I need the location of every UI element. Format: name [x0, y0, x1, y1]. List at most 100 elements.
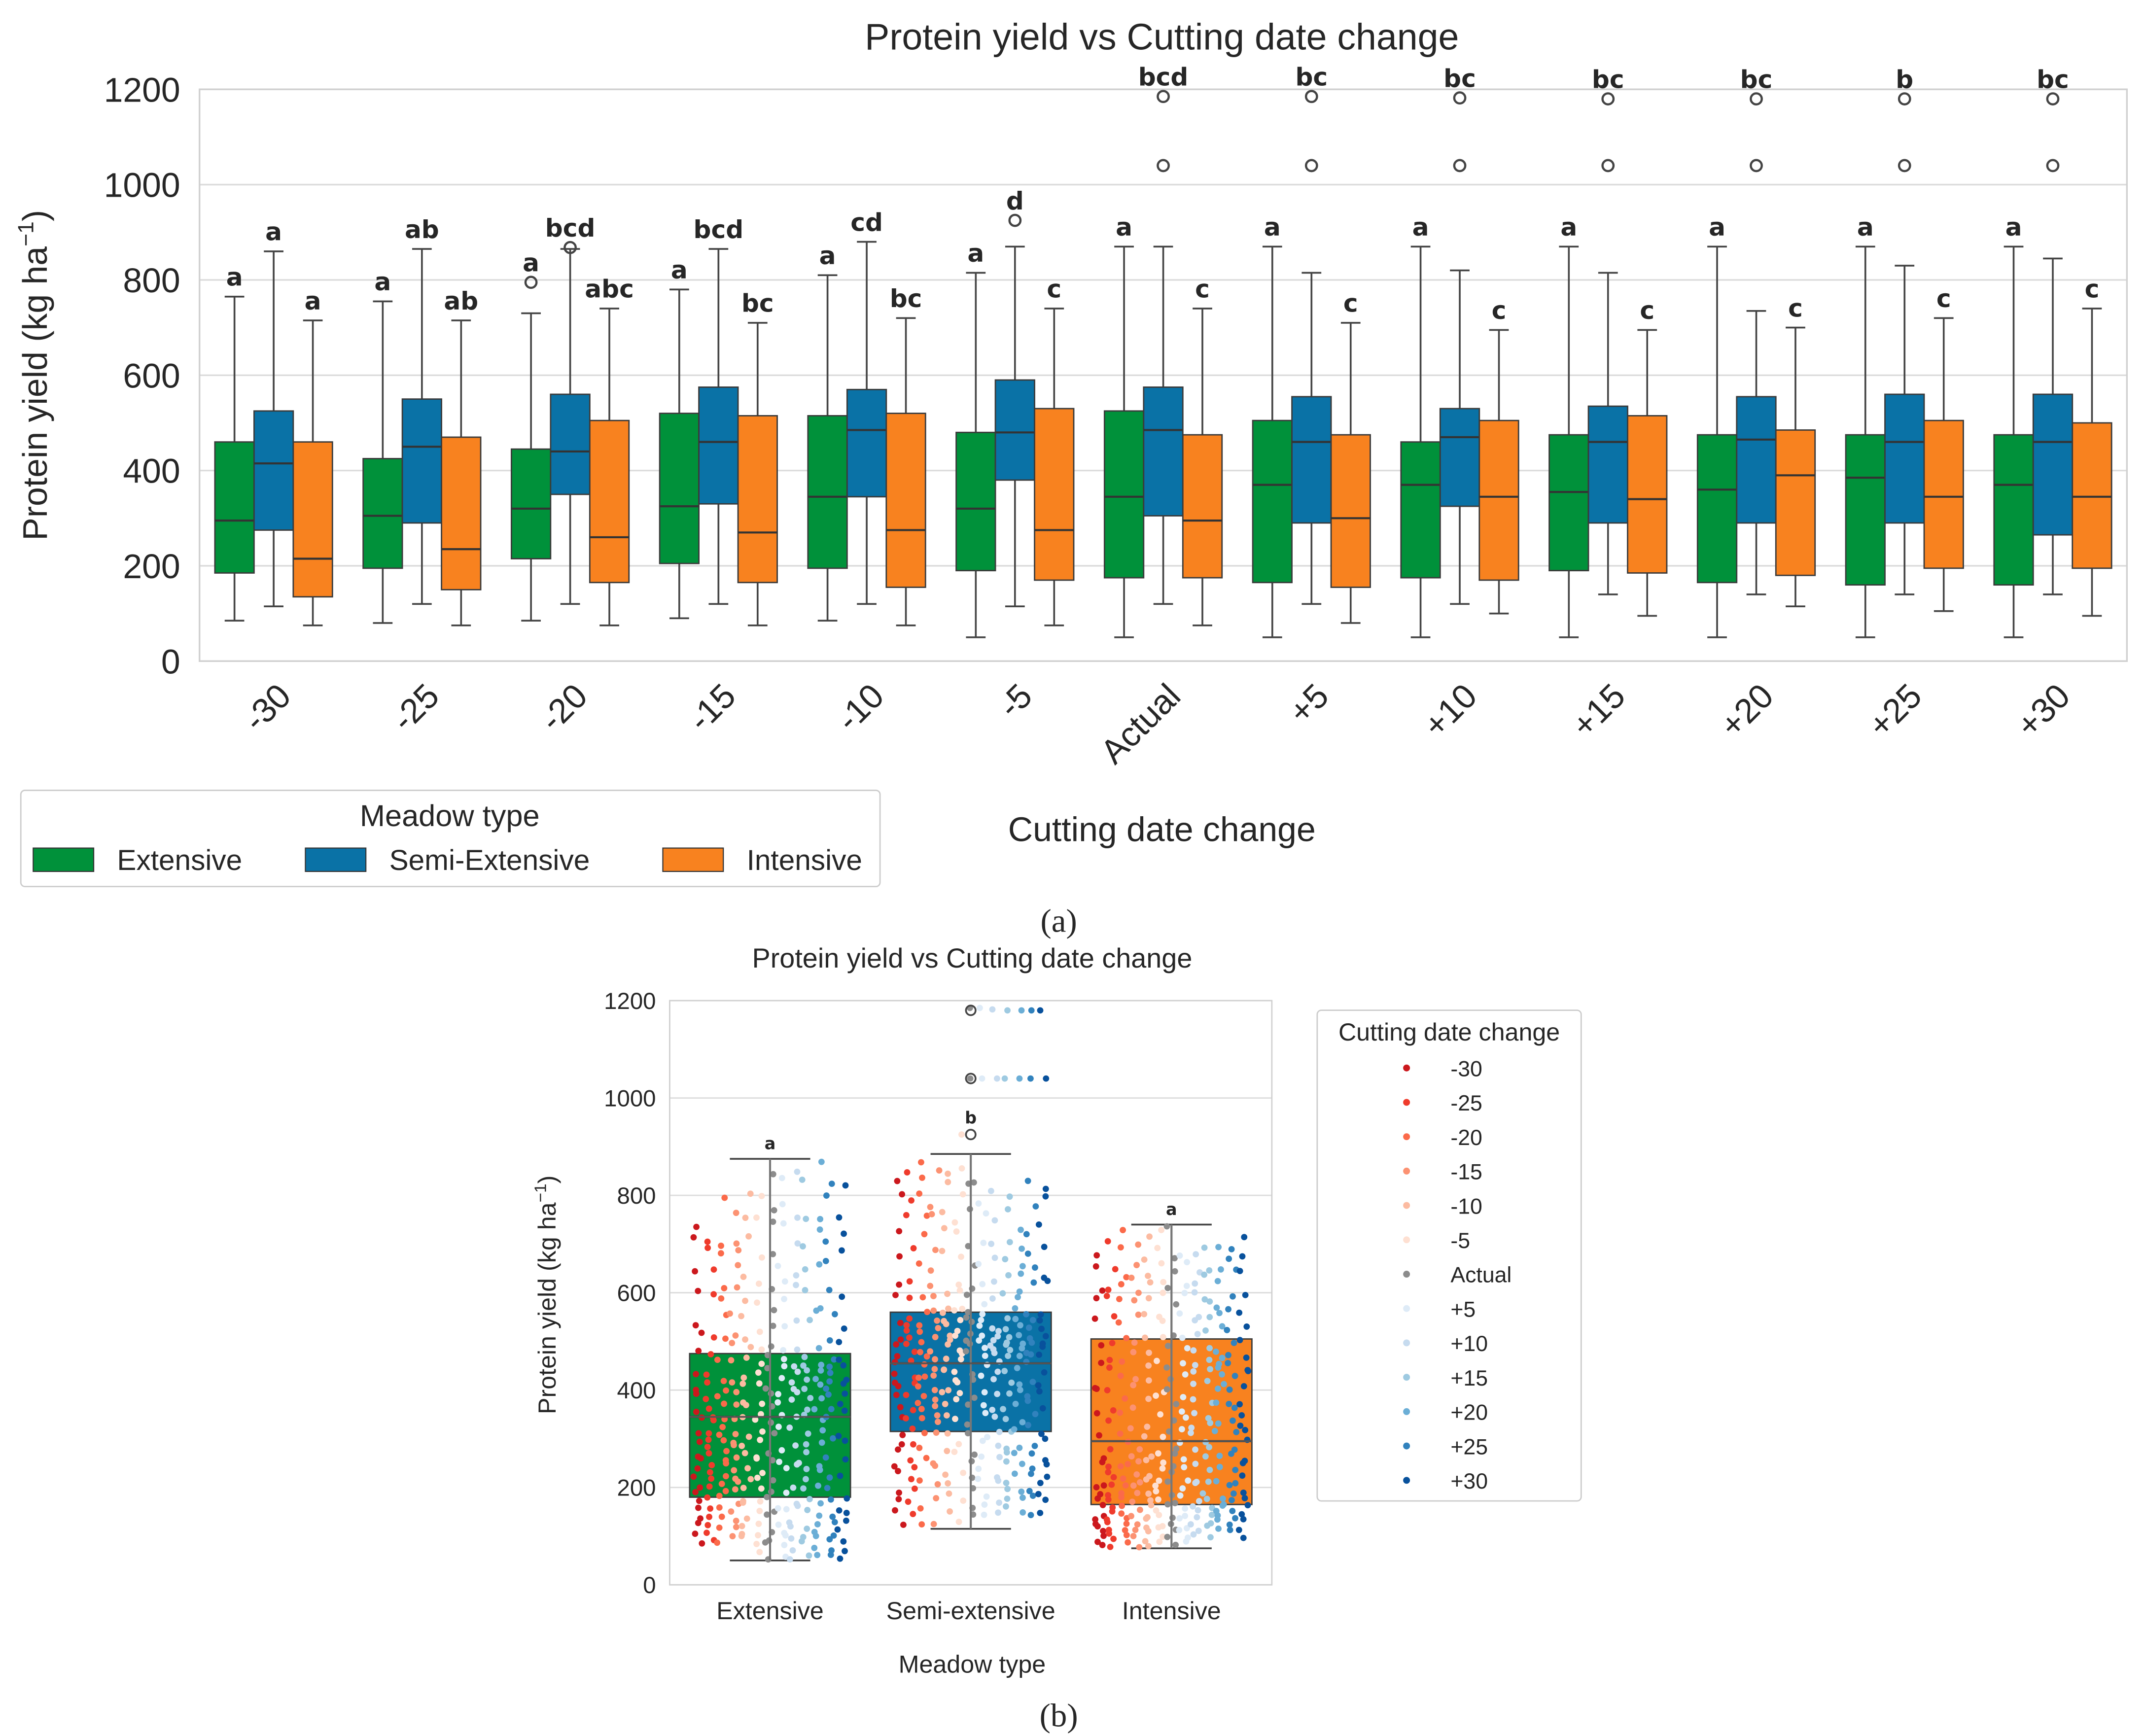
outlier-point — [965, 1129, 977, 1141]
strip-point — [739, 1498, 746, 1504]
strip-point — [927, 1267, 934, 1274]
strip-point — [1002, 1256, 1009, 1263]
strip-point — [1117, 1244, 1124, 1251]
strip-point — [719, 1424, 726, 1430]
strip-point — [1141, 1256, 1148, 1263]
strip-point — [903, 1212, 910, 1218]
strip-point — [1205, 1415, 1212, 1422]
strip-point — [770, 1477, 776, 1484]
strip-point — [1132, 1527, 1139, 1533]
strip-point — [1004, 1495, 1011, 1502]
strip-point — [1038, 1325, 1045, 1332]
strip-point — [754, 1299, 760, 1306]
box-semi-extensive-box — [846, 388, 887, 498]
strip-point — [923, 1455, 930, 1461]
strip-point — [816, 1463, 823, 1470]
strip-point — [943, 1355, 949, 1362]
strip-point — [990, 1337, 997, 1344]
strip-point — [951, 1449, 958, 1455]
strip-point — [910, 1511, 916, 1518]
strip-point — [1190, 1381, 1196, 1387]
strip-point — [980, 1402, 987, 1409]
strip-point — [1196, 1314, 1202, 1320]
panel-a-legend: Meadow type Extensive Semi-Extensive Inten… — [20, 790, 881, 888]
significance-letter: ab — [444, 286, 478, 315]
strip-point — [975, 1260, 982, 1267]
box-semi-extensive-box — [253, 410, 294, 531]
strip-point — [774, 1262, 781, 1269]
strip-point — [1019, 1419, 1026, 1425]
strip-point — [1171, 1268, 1178, 1275]
strip-point — [991, 1413, 998, 1420]
strip-point — [1243, 1323, 1250, 1330]
strip-point — [1207, 1420, 1214, 1426]
strip-point — [794, 1240, 801, 1247]
significance-letter: c — [1047, 275, 1061, 304]
strip-point — [1163, 1386, 1170, 1393]
strip-point — [903, 1391, 910, 1398]
strip-point — [956, 1347, 963, 1354]
strip-point — [1176, 1527, 1183, 1533]
strip-point — [755, 1532, 761, 1539]
strip-point — [770, 1218, 776, 1225]
strip-point — [756, 1380, 763, 1387]
strip-point — [987, 1342, 994, 1349]
strip-point — [710, 1266, 717, 1273]
strip-point — [917, 1505, 924, 1512]
strip-point — [921, 1429, 928, 1436]
strip-point — [906, 1294, 913, 1301]
box-intensive-box — [292, 441, 333, 598]
strip-point — [1093, 1484, 1100, 1491]
strip-point — [1029, 1379, 1036, 1386]
strip-point — [893, 1391, 900, 1398]
strip-point — [1035, 1382, 1042, 1389]
strip-point — [906, 1315, 913, 1322]
outlier-point — [2046, 92, 2060, 105]
strip-point — [1118, 1281, 1125, 1287]
strip-point — [1001, 1368, 1008, 1374]
strip-point — [718, 1481, 725, 1487]
strip-point — [716, 1524, 723, 1531]
box-semi-extensive-box — [1884, 393, 1925, 524]
outlier-point — [1898, 159, 1911, 173]
strip-point — [757, 1436, 764, 1443]
strip-point — [1206, 1345, 1213, 1352]
strip-point — [1107, 1446, 1114, 1453]
strip-point — [1093, 1410, 1100, 1417]
strip-point — [1206, 1314, 1213, 1320]
strip-point — [1105, 1469, 1112, 1476]
significance-letter: a — [1264, 212, 1281, 242]
significance-letter: bc — [890, 284, 922, 313]
strip-point — [817, 1367, 824, 1374]
strip-point — [971, 1451, 978, 1458]
strip-point — [801, 1354, 808, 1360]
strip-point — [802, 1266, 809, 1273]
strip-point — [1201, 1271, 1208, 1278]
strip-point — [818, 1439, 825, 1446]
strip-point — [831, 1356, 838, 1363]
strip-point — [1236, 1337, 1243, 1344]
legend-label: Extensive — [117, 844, 242, 876]
strip-point — [1164, 1343, 1171, 1350]
strip-point — [1216, 1310, 1223, 1317]
strip-point — [916, 1445, 923, 1451]
strip-point — [1000, 1406, 1007, 1413]
strip-point — [774, 1505, 781, 1512]
strip-point — [963, 1291, 970, 1298]
plot-frame — [669, 1000, 1273, 1586]
strip-point — [927, 1204, 934, 1211]
strip-point — [911, 1485, 918, 1492]
strip-point — [942, 1471, 949, 1478]
strip-point — [1190, 1503, 1196, 1510]
strip-point — [930, 1521, 937, 1528]
strip-point — [756, 1508, 763, 1514]
strip-point — [803, 1476, 809, 1483]
strip-point — [892, 1507, 898, 1514]
legend-label: Actual — [1450, 1263, 1512, 1287]
strip-point — [957, 1356, 964, 1363]
strip-point — [1105, 1492, 1112, 1498]
strip-point — [839, 1293, 845, 1300]
strip-point — [1003, 1339, 1010, 1346]
strip-point — [1178, 1408, 1185, 1415]
strip-point — [1184, 1259, 1191, 1266]
